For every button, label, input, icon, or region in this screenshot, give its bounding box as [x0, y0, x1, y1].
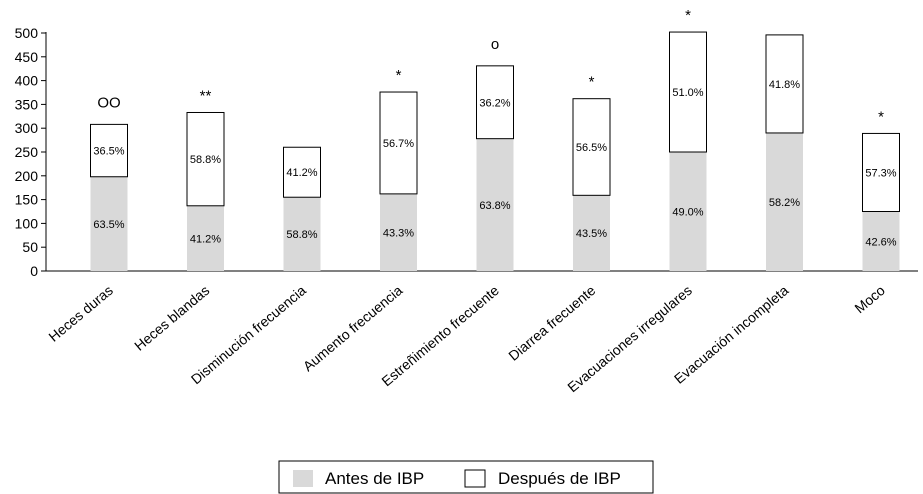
legend-swatch-despues [464, 469, 486, 488]
bar-segment-despues [90, 123, 128, 178]
y-axis: 0 50 100 150 200 250 300 350 400 450 500 [15, 25, 47, 279]
data-label-antes: 58.2% [769, 197, 800, 209]
data-label-despues: 41.2% [286, 167, 317, 179]
significance-marker: * [878, 108, 884, 125]
category-label: Moco [851, 282, 888, 316]
legend-label-antes: Antes de IBP [325, 469, 424, 488]
bar-segment-antes [380, 193, 417, 271]
bar-segment-antes [283, 197, 321, 271]
data-label-antes: 41.2% [190, 233, 221, 245]
y-tick-label: 300 [15, 120, 39, 136]
bar-segment-despues [186, 111, 225, 207]
legend-swatch-antes [293, 470, 313, 487]
significance-marker: * [589, 74, 595, 91]
y-tick-label: 100 [15, 215, 39, 231]
bar-segment-antes [862, 211, 900, 271]
bar-segment-antes [90, 176, 128, 271]
bar-segment-despues [476, 65, 514, 140]
y-tick-label: 0 [30, 263, 38, 279]
data-label-antes: 63.8% [479, 200, 510, 212]
significance-marker: OO [97, 94, 120, 111]
legend-label-despues: Después de IBP [498, 469, 621, 488]
data-label-antes: 42.6% [865, 236, 896, 248]
bar-segment-despues [572, 98, 611, 196]
y-tick-label: 500 [15, 25, 39, 41]
y-tick-label: 200 [15, 168, 39, 184]
bar-segment-antes [669, 152, 707, 271]
bar-segment-despues [862, 132, 900, 213]
y-tick-label: 450 [15, 49, 39, 65]
data-label-antes: 58.8% [286, 229, 317, 241]
category-label: Heces blandas [131, 282, 212, 354]
data-label-despues: 36.5% [93, 146, 124, 158]
data-label-despues: 57.3% [865, 167, 896, 179]
data-label-despues: 51.0% [672, 87, 703, 99]
y-tick-label: 350 [15, 96, 39, 112]
significance-marker: * [396, 67, 402, 84]
y-tick-label: 250 [15, 144, 39, 160]
data-label-despues: 56.5% [576, 142, 607, 154]
legend-frame [278, 460, 654, 494]
category-label: Aumento frecuencia [300, 282, 406, 374]
data-label-despues: 58.8% [190, 154, 221, 166]
significance-marker: ** [200, 87, 212, 104]
data-label-despues: 41.8% [769, 79, 800, 91]
legend: Antes de IBP Después de IBP [278, 460, 654, 494]
bar-segment-antes [476, 138, 514, 271]
y-tick-label: 400 [15, 73, 39, 89]
data-label-antes: 49.0% [672, 207, 703, 219]
data-label-despues: 36.2% [479, 97, 510, 109]
bar-segment-despues [283, 146, 321, 198]
significance-marker: * [685, 7, 691, 24]
category-label: Diarrea frecuente [505, 282, 598, 364]
data-label-despues: 56.7% [383, 138, 414, 150]
bar-segment-antes [573, 195, 610, 271]
data-label-antes: 43.3% [383, 227, 414, 239]
data-label-antes: 43.5% [576, 228, 607, 240]
bar-segment-despues [379, 91, 418, 195]
bar-segment-antes [187, 205, 224, 271]
y-tick-label: 50 [22, 239, 38, 255]
bars: 63.5%36.5%OO41.2%58.8%**58.8%41.2%43.3%5… [90, 7, 900, 271]
bar-segment-despues [765, 34, 804, 134]
bar-segment-despues [669, 31, 707, 153]
bar-segment-antes [766, 132, 803, 271]
data-label-antes: 63.5% [93, 219, 124, 231]
y-tick-label: 150 [15, 192, 39, 208]
significance-marker: o [491, 36, 499, 53]
category-label: Heces duras [45, 282, 115, 345]
